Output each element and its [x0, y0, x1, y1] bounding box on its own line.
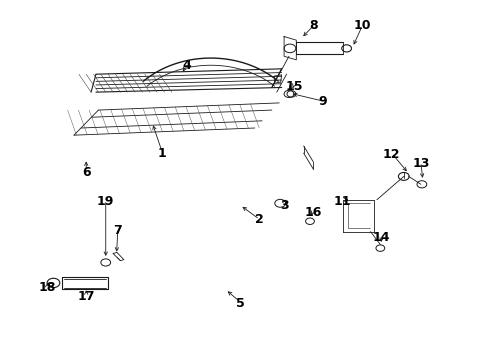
Text: 11: 11 [334, 195, 351, 208]
Text: 13: 13 [412, 157, 430, 170]
Text: 5: 5 [236, 297, 245, 310]
Text: 17: 17 [77, 290, 95, 303]
Text: 16: 16 [305, 206, 322, 219]
Text: 8: 8 [309, 19, 318, 32]
Text: 2: 2 [255, 213, 264, 226]
Text: 9: 9 [319, 95, 327, 108]
Text: 3: 3 [280, 199, 289, 212]
Text: 10: 10 [353, 19, 371, 32]
Text: 15: 15 [285, 80, 303, 93]
Text: 7: 7 [114, 224, 122, 237]
Text: 18: 18 [38, 281, 56, 294]
Text: 12: 12 [383, 148, 400, 161]
Text: 4: 4 [182, 59, 191, 72]
Text: 6: 6 [82, 166, 91, 179]
Text: 1: 1 [158, 147, 166, 159]
Text: 19: 19 [97, 195, 115, 208]
Text: 14: 14 [373, 231, 391, 244]
